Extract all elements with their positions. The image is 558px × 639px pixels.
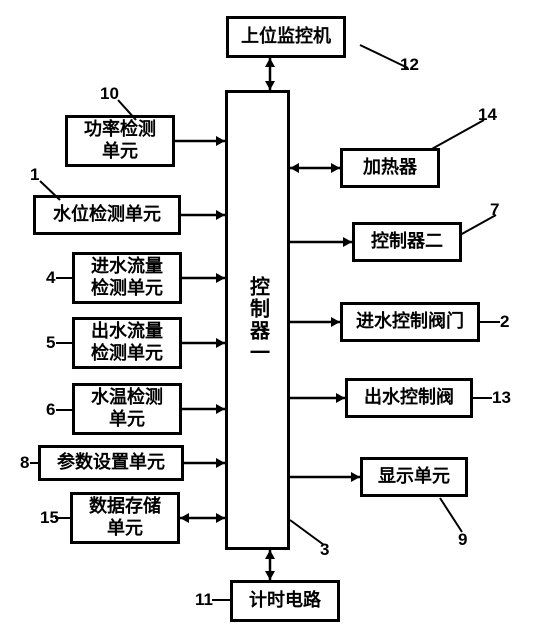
outvalve: 出水控制阀 <box>345 378 473 418</box>
ref-num-11: 11 <box>195 590 213 610</box>
box: 上位监控机 <box>226 16 346 58</box>
ref-num-13: 13 <box>492 388 511 408</box>
ref-num-2: 2 <box>500 312 509 332</box>
ref-num-7: 7 <box>490 200 499 220</box>
ref-num-9: 9 <box>458 530 467 550</box>
inflow: 进水流量检测单元 <box>72 252 182 304</box>
display: 显示单元 <box>360 457 468 497</box>
ref-num-6: 6 <box>46 400 55 420</box>
ref-num-10: 10 <box>100 84 119 104</box>
ref-num-14: 14 <box>478 105 497 125</box>
param: 参数设置单元 <box>38 445 184 481</box>
temp: 水温检测单元 <box>72 383 182 435</box>
level: 水位检测单元 <box>33 195 181 235</box>
ctrl2: 控制器二 <box>352 222 462 262</box>
box: 计时电路 <box>230 580 340 622</box>
outflow: 出水流量检测单元 <box>72 317 182 369</box>
ref-num-4: 4 <box>46 268 55 288</box>
invalve: 进水控制阀门 <box>340 302 480 342</box>
store: 数据存储单元 <box>70 492 180 544</box>
ref-num-5: 5 <box>46 333 55 353</box>
power: 功率检测单元 <box>65 115 175 167</box>
ref-num-15: 15 <box>40 508 59 528</box>
heater: 加热器 <box>340 148 440 188</box>
ref-num-3: 3 <box>320 540 329 560</box>
ref-num-12: 12 <box>400 55 419 75</box>
ref-num-1: 1 <box>30 165 39 185</box>
controller-1: 控制器一 <box>225 90 290 550</box>
ref-num-8: 8 <box>20 453 29 473</box>
